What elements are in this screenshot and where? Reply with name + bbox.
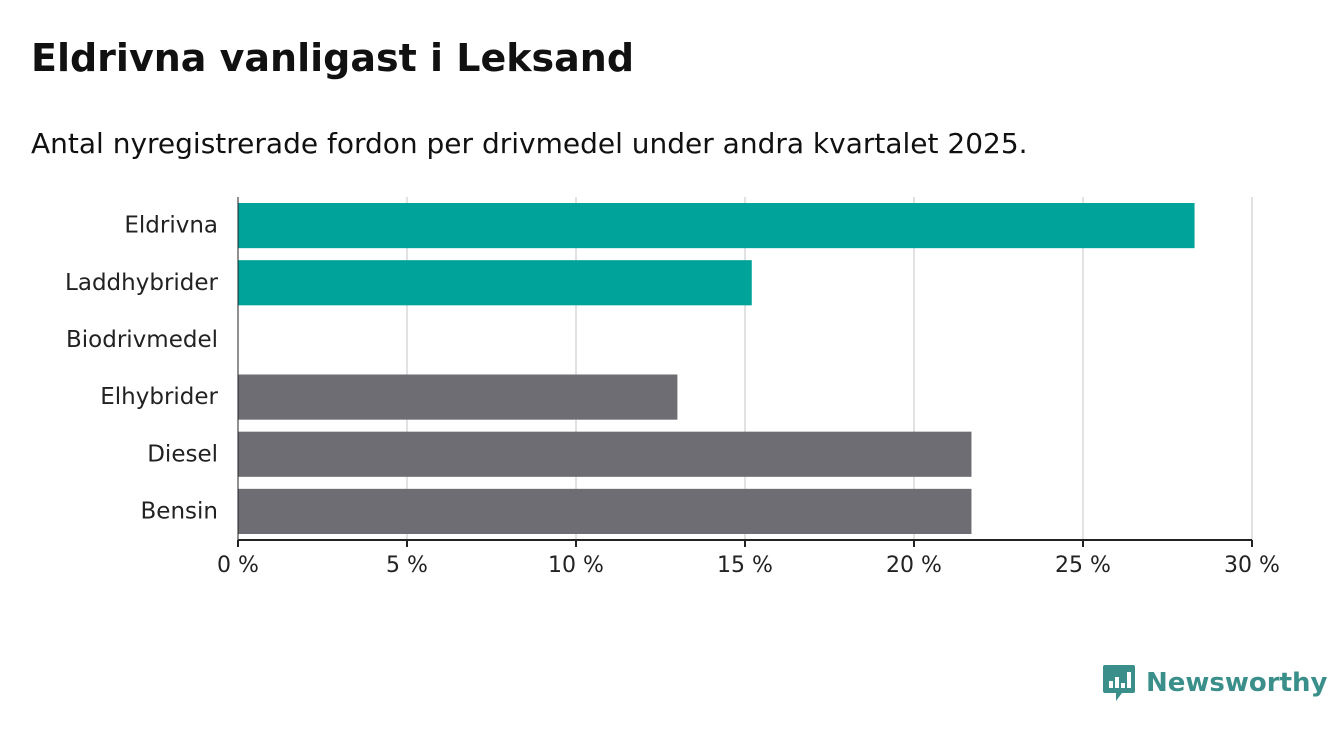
x-tick-label: 5 % (386, 553, 428, 578)
x-tick-label: 25 % (1055, 553, 1111, 578)
brand-logo: Newsworthy (1102, 662, 1327, 704)
x-tick-label: 30 % (1224, 553, 1280, 578)
bar-diesel (238, 431, 972, 477)
chart-title: Eldrivna vanligast i Leksand (31, 36, 635, 80)
x-tick-label: 0 % (217, 553, 259, 578)
category-label: Elhybrider (100, 384, 218, 410)
x-tick-label: 20 % (886, 553, 942, 578)
gridlines (406, 197, 1253, 540)
category-label: Eldrivna (124, 213, 218, 239)
bar-eldrivna (238, 203, 1195, 249)
bar-laddhybrider (238, 260, 752, 306)
brand-name: Newsworthy (1146, 668, 1328, 698)
x-axis: 0 % 5 % 10 % 15 % 20 % 25 % 30 % (217, 197, 1280, 578)
bar-bensin (238, 488, 972, 534)
x-tick-label: 10 % (548, 553, 604, 578)
bars (238, 203, 1195, 534)
category-label: Biodrivmedel (66, 327, 218, 353)
chart-subtitle: Antal nyregistrerade fordon per drivmede… (31, 127, 1028, 160)
newsworthy-bar-chart-logo-icon (1103, 665, 1135, 701)
category-label: Laddhybrider (65, 270, 218, 296)
x-tick-label: 15 % (717, 553, 773, 578)
bar-elhybrider (238, 374, 678, 420)
category-labels: Eldrivna Laddhybrider Biodrivmedel Elhybrid… (65, 213, 218, 525)
bar-chart: 0 % 5 % 10 % 15 % 20 % 25 % 30 % Eldrivna Laddh… (65, 197, 1280, 578)
category-label: Diesel (147, 441, 218, 467)
category-label: Bensin (141, 498, 218, 524)
